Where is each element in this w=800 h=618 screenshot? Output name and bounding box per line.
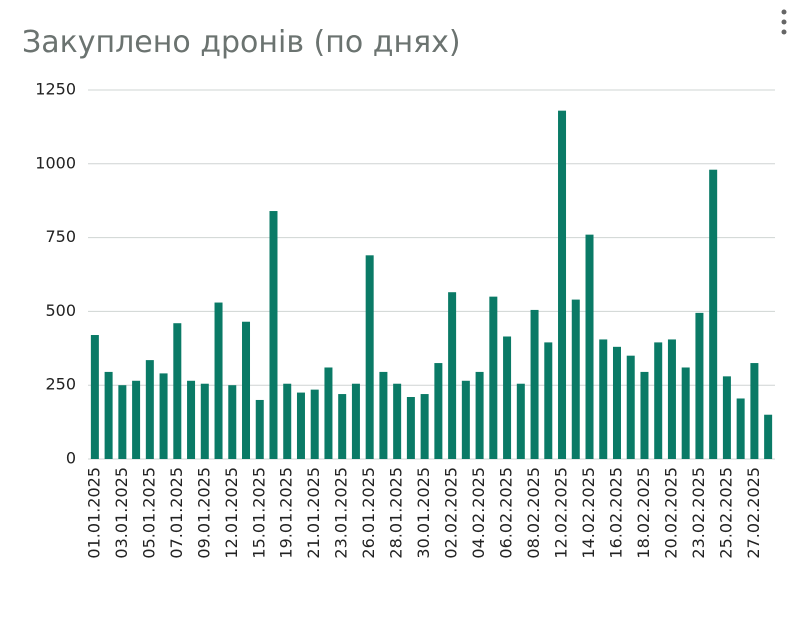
bar — [722, 376, 731, 459]
x-tick-label: 04.02.2025 — [469, 467, 488, 559]
bar — [324, 367, 333, 459]
bar — [379, 371, 388, 459]
bar — [612, 346, 621, 459]
bar — [187, 380, 196, 459]
bar — [351, 383, 360, 459]
x-tick-label: 02.02.2025 — [442, 467, 461, 559]
bar — [489, 296, 498, 459]
y-tick-label: 500 — [45, 301, 76, 320]
bar — [310, 389, 319, 459]
x-tick-label: 14.02.2025 — [579, 467, 598, 559]
bar — [681, 367, 690, 459]
bar — [255, 399, 264, 459]
x-tick-label: 03.01.2025 — [112, 467, 131, 559]
bar — [118, 385, 127, 459]
bar — [173, 323, 182, 459]
x-tick-label: 05.01.2025 — [139, 467, 158, 559]
y-tick-label: 1000 — [35, 153, 76, 172]
x-tick-label: 12.01.2025 — [222, 467, 241, 559]
x-tick-label: 01.01.2025 — [84, 467, 103, 559]
menu-button[interactable] — [781, 9, 787, 35]
bar — [365, 255, 374, 459]
y-tick-label: 0 — [66, 449, 76, 468]
menu-dot[interactable] — [781, 19, 787, 25]
chart-title: Закуплено дронів (по днях) — [22, 25, 461, 60]
bar — [503, 336, 512, 459]
x-tick-label: 23.02.2025 — [689, 467, 708, 559]
bar — [516, 383, 525, 459]
x-tick-label: 25.02.2025 — [716, 467, 735, 559]
bar — [530, 309, 539, 459]
bar — [296, 392, 305, 459]
x-tick-label: 07.01.2025 — [167, 467, 186, 559]
bar — [228, 385, 237, 459]
bar — [475, 371, 484, 459]
bar — [242, 321, 251, 459]
bar — [585, 234, 594, 459]
x-tick-label: 08.02.2025 — [524, 467, 543, 559]
bar — [695, 312, 704, 459]
bar — [159, 373, 168, 459]
bar — [558, 110, 567, 459]
bar — [132, 380, 141, 459]
menu-dot[interactable] — [781, 9, 787, 15]
x-tick-label: 15.01.2025 — [249, 467, 268, 559]
bar — [434, 363, 443, 459]
bar — [654, 342, 663, 459]
x-tick-label: 16.02.2025 — [606, 467, 625, 559]
x-tick-label: 26.01.2025 — [359, 467, 378, 559]
x-tick-label: 27.02.2025 — [744, 467, 763, 559]
bar — [461, 380, 470, 459]
bar — [750, 363, 759, 459]
bar — [145, 360, 154, 459]
bar — [200, 383, 209, 459]
x-tick-label: 12.02.2025 — [552, 467, 571, 559]
bar — [640, 371, 649, 459]
y-tick-label: 1250 — [35, 80, 76, 99]
x-tick-label: 30.01.2025 — [414, 467, 433, 559]
bar — [90, 335, 99, 459]
bar — [393, 383, 402, 459]
bar — [709, 169, 718, 460]
x-tick-label: 18.02.2025 — [634, 467, 653, 559]
bar — [667, 339, 676, 459]
bar — [544, 342, 553, 459]
bar — [420, 394, 429, 459]
x-tick-label: 09.01.2025 — [194, 467, 213, 559]
x-tick-label: 19.01.2025 — [277, 467, 296, 559]
y-tick-label: 250 — [45, 375, 76, 394]
bar — [283, 383, 292, 459]
menu-dot[interactable] — [781, 29, 787, 35]
bar — [626, 355, 635, 459]
bar — [338, 394, 347, 459]
bar — [571, 299, 580, 459]
x-tick-label: 21.01.2025 — [304, 467, 323, 559]
bar — [736, 398, 745, 459]
y-tick-label: 750 — [45, 227, 76, 246]
bar — [448, 292, 457, 459]
bar — [104, 371, 113, 459]
x-tick-label: 06.02.2025 — [497, 467, 516, 559]
x-tick-label: 20.02.2025 — [661, 467, 680, 559]
bar — [406, 397, 415, 459]
x-tick-label: 23.01.2025 — [332, 467, 351, 559]
bar — [599, 339, 608, 459]
bar — [269, 211, 278, 459]
bar — [214, 302, 223, 459]
bar — [764, 414, 773, 459]
x-tick-label: 28.01.2025 — [387, 467, 406, 559]
